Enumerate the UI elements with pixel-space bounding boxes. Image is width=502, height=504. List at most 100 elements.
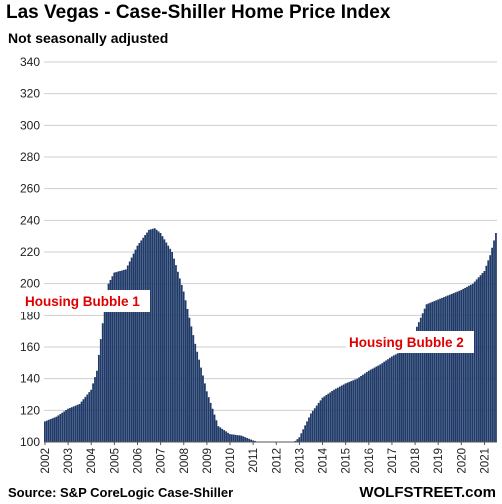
bar xyxy=(188,317,191,442)
bar xyxy=(331,391,333,442)
bar xyxy=(202,375,204,442)
bar xyxy=(175,265,177,442)
bar xyxy=(304,425,306,443)
bar xyxy=(433,301,436,442)
bar xyxy=(294,440,297,442)
y-tick-label: 120 xyxy=(20,403,40,417)
bar xyxy=(425,304,428,442)
bar xyxy=(356,378,359,442)
bar xyxy=(427,303,430,442)
bar xyxy=(315,405,318,442)
bar xyxy=(119,271,121,442)
x-tick-label: 2002 xyxy=(40,448,52,474)
bar xyxy=(173,258,175,442)
bar xyxy=(495,233,497,442)
bar xyxy=(429,302,432,442)
y-tick-label: 140 xyxy=(20,372,40,386)
bar xyxy=(169,248,172,442)
bar xyxy=(196,351,199,442)
bar xyxy=(230,434,233,442)
x-tick-label: 2009 xyxy=(202,448,214,474)
bar xyxy=(387,359,389,442)
bar xyxy=(479,275,482,442)
bar xyxy=(385,360,387,442)
bar xyxy=(252,440,254,442)
bar xyxy=(128,261,131,442)
bar xyxy=(117,271,120,442)
bar-series xyxy=(44,228,497,443)
y-tick-label: 200 xyxy=(20,277,40,291)
bar xyxy=(383,361,386,442)
bar xyxy=(477,277,480,442)
y-tick-label: 220 xyxy=(20,245,40,259)
bar xyxy=(308,417,310,442)
bar xyxy=(325,394,328,442)
x-tick-label: 2007 xyxy=(156,448,168,474)
bar xyxy=(121,270,123,442)
bar xyxy=(450,293,453,442)
y-tick-label: 300 xyxy=(20,118,40,132)
bar xyxy=(489,255,492,442)
x-tick-label: 2006 xyxy=(132,448,144,474)
bar xyxy=(321,397,324,442)
bar xyxy=(153,228,156,442)
x-tick-label: 2014 xyxy=(318,447,330,473)
bar xyxy=(61,412,64,442)
bar xyxy=(146,232,148,442)
bar xyxy=(225,431,227,442)
bar xyxy=(329,392,332,442)
bar xyxy=(344,383,347,442)
y-tick-label: 240 xyxy=(20,213,40,227)
bar xyxy=(348,381,351,442)
bar xyxy=(213,414,216,442)
bar xyxy=(144,235,147,442)
bar xyxy=(107,283,110,442)
bar xyxy=(441,297,443,442)
bar xyxy=(358,377,360,442)
bar xyxy=(242,436,245,442)
bar xyxy=(86,394,89,442)
bar xyxy=(229,434,231,442)
bar xyxy=(254,440,256,442)
x-tick-label: 2018 xyxy=(410,448,422,474)
bar xyxy=(443,297,445,443)
annotation-box xyxy=(346,331,474,353)
bar xyxy=(82,399,85,442)
bar xyxy=(219,427,222,442)
bar xyxy=(51,418,54,442)
bar xyxy=(470,284,472,442)
bar xyxy=(140,240,143,442)
bar xyxy=(132,253,135,442)
bar xyxy=(111,276,114,442)
annotation-text: Housing Bubble 2 xyxy=(349,335,464,350)
bar xyxy=(439,298,441,442)
bar xyxy=(468,285,470,442)
bar xyxy=(342,384,345,442)
bar xyxy=(244,437,247,442)
bar xyxy=(452,293,455,442)
bar xyxy=(76,404,79,442)
bar xyxy=(421,313,424,442)
x-tick-label: 2015 xyxy=(341,448,353,474)
bar xyxy=(227,432,229,442)
bar xyxy=(365,372,368,442)
bar xyxy=(298,437,301,442)
bar xyxy=(250,439,253,443)
bar xyxy=(300,433,303,442)
bar xyxy=(454,292,457,443)
x-tick-label: 2021 xyxy=(479,448,491,474)
bar xyxy=(136,245,139,442)
bar xyxy=(458,290,461,442)
bar xyxy=(487,260,490,442)
bar xyxy=(240,435,243,442)
brand-logo: WOLFSTREET.com xyxy=(359,484,496,501)
bar xyxy=(92,383,94,442)
bar xyxy=(221,428,224,442)
bar xyxy=(53,417,56,442)
bar xyxy=(471,283,474,442)
y-tick-label: 320 xyxy=(20,87,40,101)
bar xyxy=(84,396,87,443)
bar xyxy=(165,242,168,442)
bar xyxy=(360,375,362,442)
bar xyxy=(178,278,181,442)
